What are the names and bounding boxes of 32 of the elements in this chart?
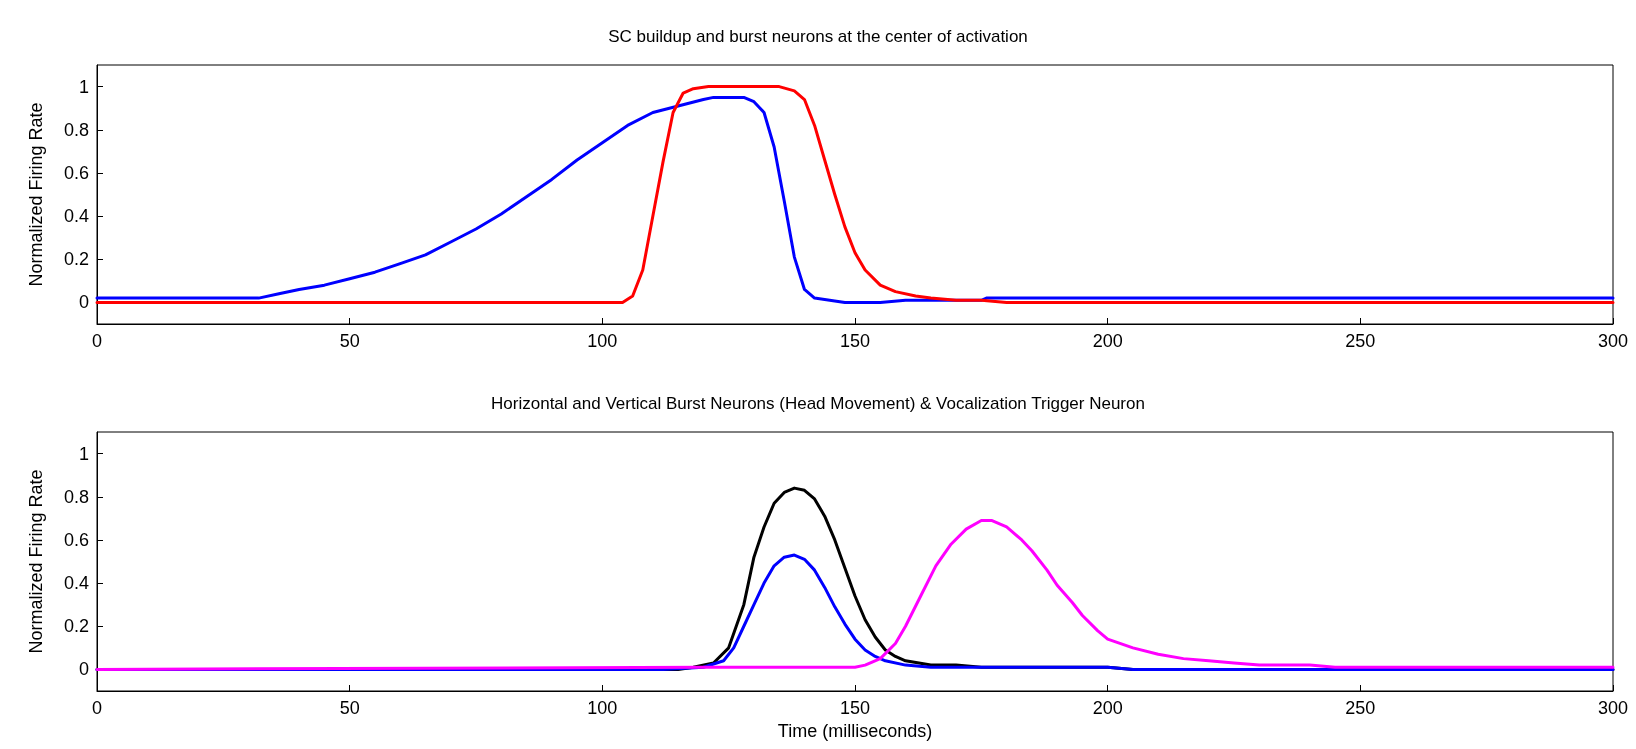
- y-tick-label: 1: [78, 443, 89, 464]
- x-tick-label: 0: [91, 698, 103, 718]
- y-tick-label: 0.4: [63, 206, 89, 227]
- chart-title: Horizontal and Vertical Burst Neurons (Head Movement) & Vocalization Trigger Neuron: [491, 394, 1145, 413]
- y-tick-label: 0.6: [63, 162, 89, 183]
- x-tick-label: 150: [839, 698, 871, 718]
- chart-title: SC buildup and burst neurons at the center of activation: [608, 27, 1028, 46]
- x-tick-label: 100: [587, 331, 618, 351]
- x-tick-label: 150: [839, 331, 871, 351]
- x-axis-title: Time (milliseconds): [777, 720, 933, 741]
- y-tick-label: 0.2: [63, 616, 89, 637]
- x-tick-label: 250: [1345, 331, 1376, 351]
- x-tick-label: 300: [1597, 331, 1629, 351]
- y-tick-label: 0.8: [63, 119, 89, 140]
- y-tick-label: 0.4: [63, 573, 89, 594]
- x-tick-label: 100: [587, 698, 618, 718]
- line-series: [95, 518, 1615, 671]
- x-tick-label: 0: [91, 331, 103, 351]
- x-tick-label: 200: [1092, 331, 1123, 351]
- x-tick-label: 250: [1345, 698, 1376, 718]
- x-tick-label: 200: [1092, 698, 1123, 718]
- y-tick-label: 0.8: [63, 486, 89, 507]
- x-tick-label: 50: [339, 331, 360, 351]
- y-tick-label: 0: [78, 659, 89, 680]
- x-tick-label: 300: [1597, 698, 1629, 718]
- y-tick-label: 0: [78, 292, 89, 313]
- y-tick-label: 0.6: [63, 529, 89, 550]
- y-axis-title: Normalized Firing Rate: [26, 102, 46, 287]
- y-axis-title: Normalized Firing Rate: [26, 469, 46, 654]
- y-tick-label: 0.2: [63, 249, 89, 270]
- y-tick-label: 1: [78, 76, 89, 97]
- x-tick-label: 50: [339, 698, 360, 718]
